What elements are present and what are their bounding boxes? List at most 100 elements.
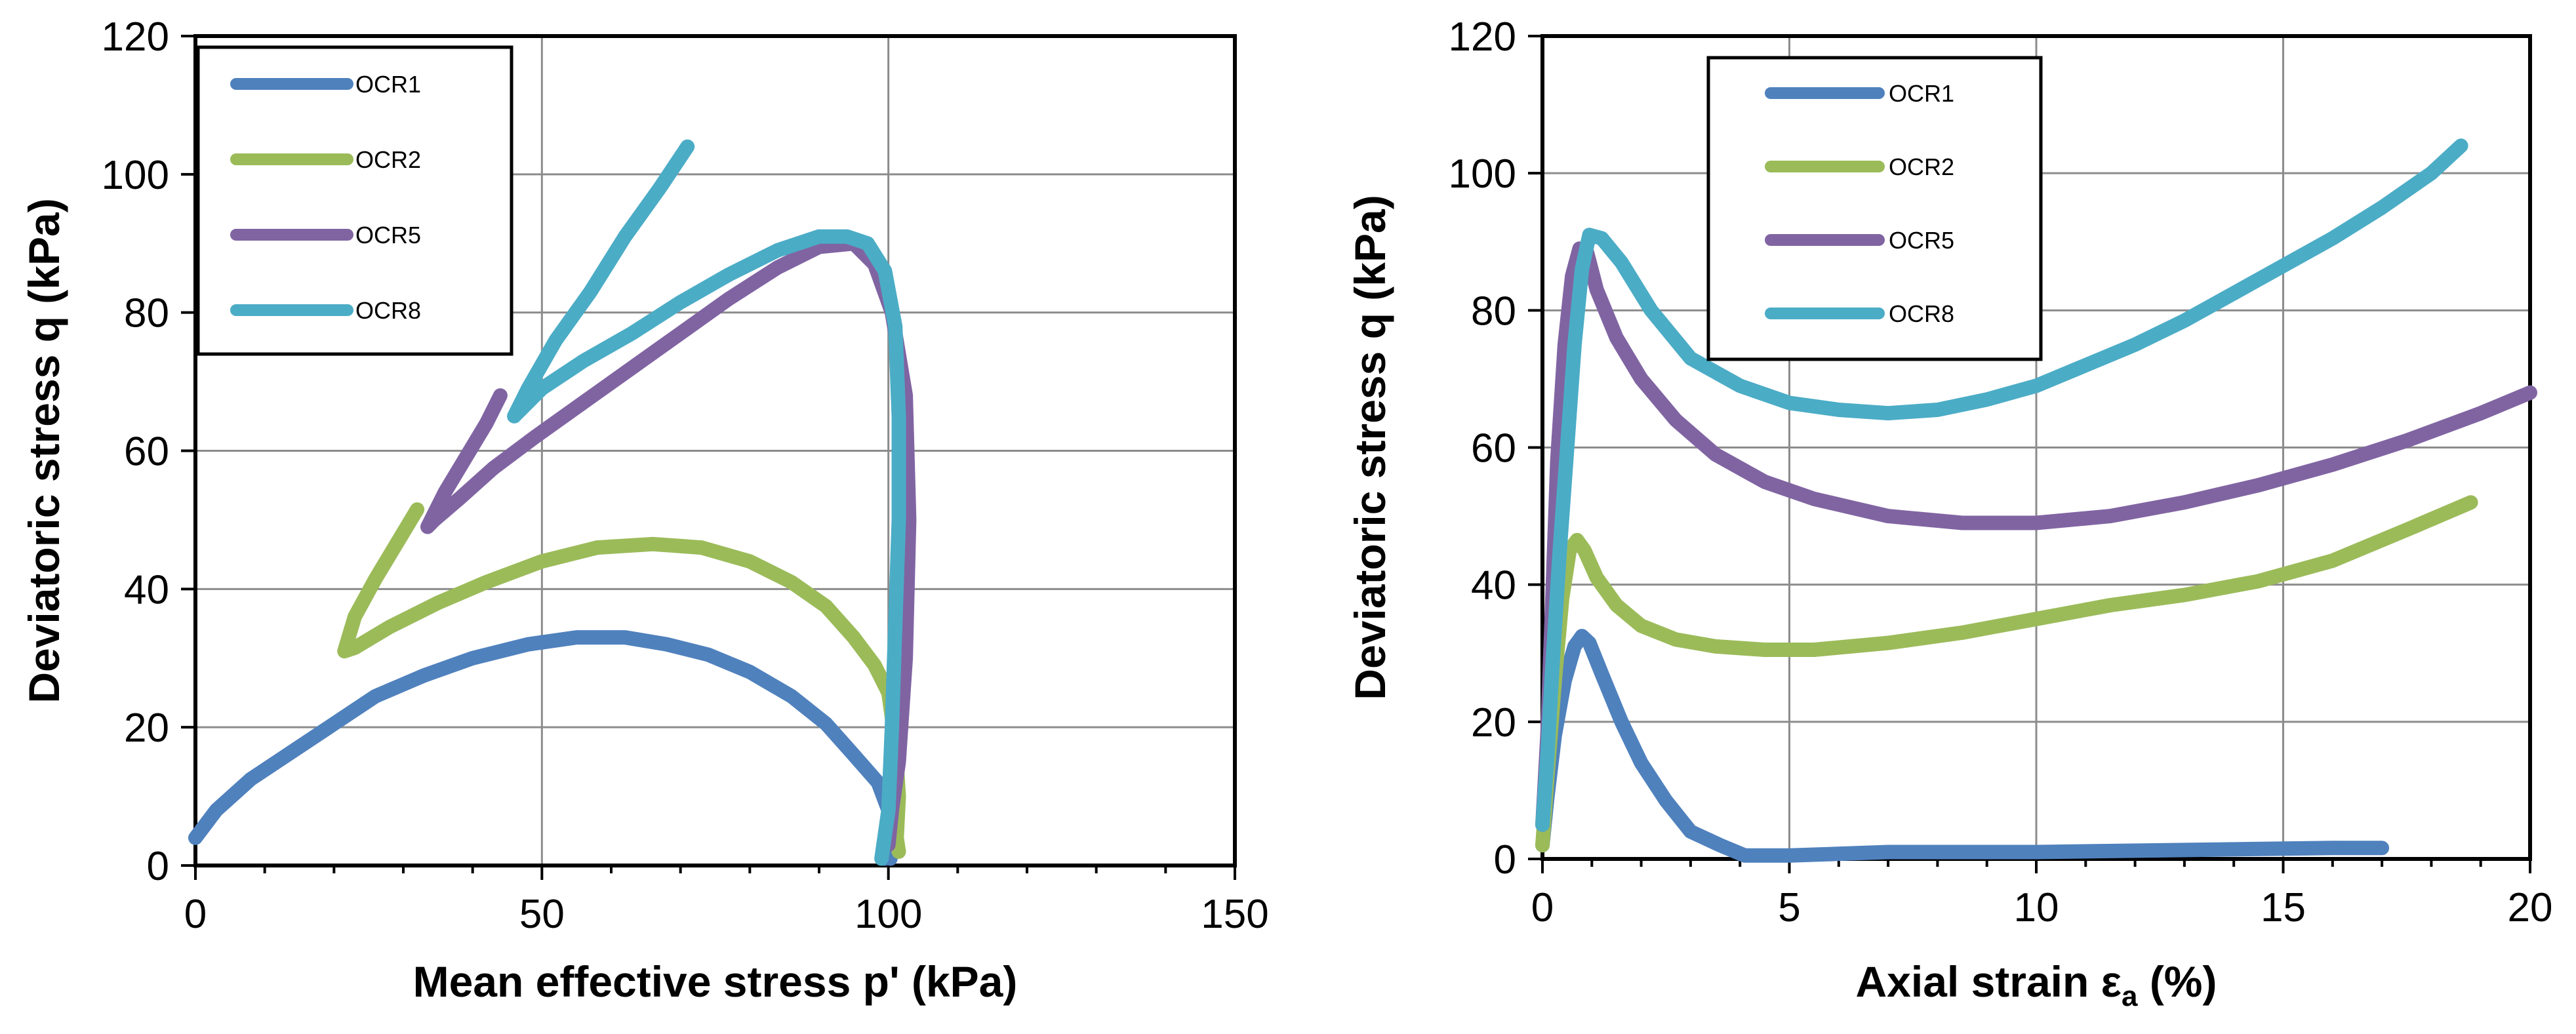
c1-ocr5-point — [1590, 283, 1603, 296]
c0-ocr8-point — [840, 229, 854, 243]
c1-series-line-ocr2 — [1535, 495, 2478, 853]
c0-xtick-label: 50 — [519, 892, 565, 937]
c0-ocr8-point — [878, 264, 892, 278]
c1-ocr5-point — [1609, 331, 1623, 345]
c0-ocr2-point — [590, 541, 604, 555]
c0-legend-box — [196, 45, 513, 356]
c0-ocr5-point — [576, 395, 590, 409]
c0-ocr1-point — [244, 772, 258, 786]
c1-ocr1-point — [2177, 843, 2191, 857]
c0-ocr1-point — [327, 717, 341, 730]
c1-ocr8-point — [2454, 139, 2468, 153]
c0-ocr2-point — [646, 537, 660, 551]
c1-ocr8-point — [1615, 256, 1628, 269]
c0-ocr5-point — [899, 651, 913, 665]
c1-ocr5-point — [2030, 516, 2043, 530]
c0-ocr2-point — [479, 575, 493, 589]
c1-ocr8-point — [1553, 544, 1567, 557]
c1-ytick-label: 20 — [1471, 700, 1516, 746]
c0-y-axis-title: Deviatoric stress q (kPa) — [20, 198, 68, 703]
c0-ocr1-point — [417, 669, 431, 683]
c1-ocr2-point — [1807, 643, 1821, 657]
c1-ocr5-point — [1669, 413, 1683, 427]
c0-ocr2-point — [382, 620, 396, 634]
c0-ocr5-point — [487, 461, 500, 475]
c1-ocr5-point — [1758, 475, 1771, 488]
c0-ocr5-point — [438, 485, 452, 499]
c1-ocr2-point — [1590, 571, 1603, 585]
c1-ocr5-point — [1807, 492, 1821, 506]
c1-ocr1-point — [1595, 667, 1609, 681]
c1-ocr8-point — [1644, 304, 1658, 317]
c0-ocr8-point — [813, 229, 826, 243]
c0-ocr1-point — [871, 776, 885, 789]
c1-ocr2-point — [2030, 612, 2043, 626]
c1-ocr5-point — [2325, 458, 2339, 471]
c1-ocr8-point — [2227, 287, 2241, 300]
c1-ocr1-point — [1738, 848, 1752, 862]
c1-ocr5-point — [2524, 386, 2537, 399]
c1-series-line-ocr8 — [1535, 138, 2468, 832]
c0-ocr8-point — [521, 382, 535, 395]
c0-ocr1-point — [618, 631, 632, 645]
c0-ocr2-point — [390, 537, 403, 551]
c1-series-line-ocr1 — [1535, 629, 2390, 863]
c0-ocr8-point — [625, 327, 639, 340]
c1-ocr8-point — [2079, 359, 2093, 372]
c0-legend-label-ocr8: OCR8 — [355, 297, 421, 324]
c0-ocr1-point — [743, 665, 757, 679]
c0-ocr8-point — [653, 181, 666, 195]
c1-ocr2-point — [1609, 599, 1623, 612]
c1-legend-label-ocr1: OCR1 — [1889, 80, 1954, 107]
c1-legend-label-ocr2: OCR2 — [1889, 153, 1954, 180]
c0-ocr1-point — [660, 637, 674, 651]
c1-ocr5-point — [1956, 516, 1969, 530]
c0-ocr2-point — [847, 631, 860, 645]
c0-ocr5-point — [452, 492, 466, 506]
c0-ocr8-point — [576, 354, 590, 368]
c1-ocr2-point — [1708, 639, 1722, 653]
c1-ocr8-point — [2325, 231, 2339, 245]
c1-ocr8-point — [1882, 407, 1895, 420]
c1-ocr2-point — [2400, 523, 2413, 536]
c0-ocr1-point — [819, 717, 833, 730]
c0-ytick-label: 0 — [147, 844, 169, 889]
c1-ocr8-point — [1683, 351, 1697, 365]
c1-xtick-label: 15 — [2261, 885, 2306, 930]
c1-ocr5-point — [2251, 479, 2265, 492]
c0-ocr8-point — [771, 243, 784, 257]
c0-ocr2-point — [819, 599, 833, 613]
c1-ocr8-point — [1582, 228, 1596, 242]
c1-ocr2-point — [2464, 496, 2478, 509]
c0-legend-label-ocr1: OCR1 — [355, 71, 421, 98]
c0-ocr8-point — [860, 237, 874, 250]
c1-ytick-label: 120 — [1449, 14, 1516, 60]
c1-ytick-label: 40 — [1471, 563, 1516, 608]
c1-ocr5-point — [2103, 509, 2117, 523]
c0-ocr8-point — [875, 852, 889, 865]
c0-ocr5-point — [459, 451, 473, 465]
c1-ytick-label: 0 — [1494, 837, 1516, 883]
c1-ocr8-point — [1980, 393, 1994, 407]
c0-ocr2-point — [348, 610, 362, 624]
c1-ocr2-point — [2251, 574, 2265, 588]
c0-ytick-label: 20 — [124, 706, 169, 751]
c0-ocr1-point — [285, 745, 299, 759]
c1-ocr8-point — [1575, 262, 1589, 276]
c1-ocr1-point — [2375, 841, 2389, 855]
c0-ocr2-point — [868, 658, 881, 672]
c0-ocr8-point — [892, 513, 906, 527]
c1-ocr8-point — [2375, 201, 2389, 214]
c1-ocr8-point — [1546, 660, 1560, 674]
c1-ocr8-point — [1595, 231, 1609, 245]
c1-ocr1-point — [1615, 715, 1628, 728]
c1-ocr1-point — [1782, 848, 1796, 862]
c1-xtick-label: 0 — [1531, 885, 1554, 930]
c1-ocr5-point — [2474, 407, 2487, 420]
c0-ocr8-point — [618, 229, 632, 243]
c0-ocr1-point — [784, 689, 798, 703]
c0-ytick-label: 40 — [124, 567, 169, 612]
c0-ocr8-point — [889, 617, 902, 631]
c1-ocr2-point — [2177, 588, 2191, 602]
c0-ocr8-point — [549, 333, 563, 347]
